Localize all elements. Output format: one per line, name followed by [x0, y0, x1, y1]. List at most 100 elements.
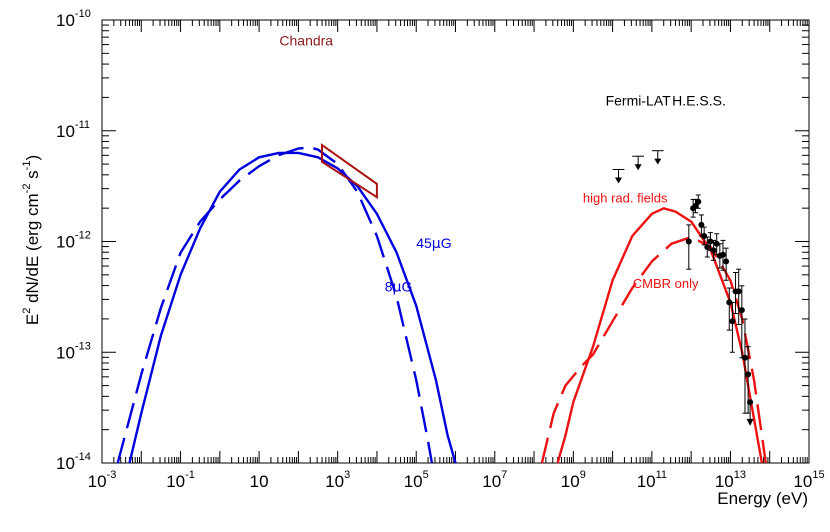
hess-data-points: [685, 194, 754, 426]
curve-high-rad-fields: [556, 207, 764, 464]
hess-point: [713, 240, 720, 247]
y-tick-exponent: -12: [75, 230, 91, 242]
y-tick-label: 10-14: [56, 451, 91, 473]
y-label-mid: dN/dE (erg cm: [23, 193, 42, 307]
y-label-end: ): [23, 155, 42, 161]
x-tick-label: 103: [325, 469, 350, 491]
axis-ticks: [101, 20, 810, 464]
x-tick-label: 1011: [637, 469, 667, 491]
x-tick-label: 107: [482, 469, 507, 491]
hess-limit-point: [747, 399, 754, 406]
x-tick-exponent: 15: [812, 469, 824, 481]
x-tick-label: 10-1: [166, 469, 195, 491]
y-tick-base: 10: [56, 122, 75, 141]
chandra-bowtie: [321, 143, 378, 200]
chart-annotations: Chandra Fermi-LAT H.E.S.S. high rad. fields…: [279, 32, 725, 295]
hess-point: [692, 203, 699, 210]
hess-point: [698, 221, 705, 228]
y-axis-label: E2 dN/dE (erg cm-2 s-1): [21, 155, 42, 325]
x-tick-exponent: 3: [344, 469, 350, 481]
y-label-sup2: -2: [21, 184, 33, 194]
x-tick-base: 10: [793, 472, 812, 491]
x-tick-exponent: 9: [580, 469, 586, 481]
y-label-sup3: -1: [21, 161, 33, 171]
annotation-chandra: Chandra: [279, 32, 333, 48]
hess-point: [726, 299, 733, 306]
hess-point: [738, 307, 745, 314]
hess-point: [710, 247, 717, 254]
x-tick-exponent: -3: [107, 469, 117, 481]
x-tick-base: 10: [166, 472, 185, 491]
curve-45-g-synchrotron: [128, 151, 457, 464]
hess-limit-arrow: [746, 418, 754, 426]
y-tick-label: 10-13: [56, 340, 91, 362]
chandra-bowtie-outline: [321, 143, 378, 200]
model-curves: [116, 146, 767, 464]
field-label-unit: G: [441, 235, 452, 251]
x-tick-base: 10: [325, 472, 344, 491]
x-tick-exponent: -1: [185, 469, 195, 481]
curve-8-g-synchrotron: [116, 146, 434, 464]
y-tick-label: 10-12: [56, 230, 91, 252]
x-tick-base: 10: [88, 472, 107, 491]
y-label-base: E: [23, 314, 42, 325]
x-tick-base: 10: [637, 472, 656, 491]
x-tick-exponent: 11: [656, 469, 667, 481]
x-tick-labels: 10-3 10-1 10 103 105 107 109 1011 1013 1015: [88, 469, 825, 491]
annotation-hess: H.E.S.S.: [672, 92, 726, 108]
x-tick-exponent: 7: [501, 469, 507, 481]
x-tick-label: 105: [404, 469, 429, 491]
y-tick-label: 10-11: [56, 119, 90, 141]
x-tick-label: 109: [561, 469, 586, 491]
field-label-mu: μ: [393, 279, 402, 295]
field-label-unit: G: [401, 278, 412, 294]
fermi-upper-limits: [612, 150, 664, 184]
y-label-sup1: 2: [21, 308, 33, 314]
x-tick-base: 10: [404, 472, 423, 491]
x-tick-base: 10: [561, 472, 580, 491]
y-tick-exponent: -11: [75, 119, 90, 131]
hess-point: [723, 258, 730, 265]
y-tick-exponent: -14: [75, 451, 91, 463]
hess-point: [695, 198, 702, 205]
hess-point: [745, 371, 752, 378]
x-tick-label: 1015: [793, 469, 824, 491]
hess-point: [729, 318, 736, 325]
hess-point: [741, 354, 748, 361]
x-tick-base: 10: [715, 472, 734, 491]
field-label-number: 8: [385, 278, 393, 294]
y-tick-base: 10: [56, 343, 75, 362]
annotation-cmbr: CMBR only: [633, 276, 699, 291]
x-axis-label: Energy (eV): [717, 489, 808, 508]
y-tick-base: 10: [56, 11, 75, 30]
x-tick-exponent: 5: [423, 469, 429, 481]
field-label-b8: 8μG: [385, 278, 413, 295]
y-label-mid2: s: [23, 170, 42, 183]
hess-point: [704, 244, 711, 251]
field-label-number: 45: [416, 235, 432, 251]
hess-point: [735, 288, 742, 295]
x-tick-base: 10: [482, 472, 501, 491]
x-tick-label: 10-3: [88, 469, 117, 491]
y-tick-exponent: -13: [75, 340, 91, 352]
x-tick-label: 10: [250, 472, 269, 491]
x-tick-label: 1013: [715, 469, 746, 491]
field-label-mu: μ: [432, 236, 441, 252]
hess-point: [685, 238, 692, 245]
y-tick-exponent: -10: [75, 8, 91, 20]
annotation-fermi: Fermi-LAT: [606, 92, 672, 108]
y-tick-base: 10: [56, 454, 75, 473]
hess-point: [707, 238, 714, 245]
hess-point: [701, 232, 708, 239]
x-tick-exponent: 13: [734, 469, 746, 481]
y-tick-base: 10: [56, 233, 75, 252]
fermi-limit-arrow: [615, 177, 623, 184]
annotation-high-rad: high rad. fields: [583, 191, 668, 206]
fermi-limit-arrow: [654, 158, 662, 165]
field-label-b45: 45μG: [416, 235, 451, 252]
hess-point: [719, 251, 726, 258]
plot-frame: [101, 19, 810, 464]
y-tick-label: 10-10: [56, 8, 91, 30]
